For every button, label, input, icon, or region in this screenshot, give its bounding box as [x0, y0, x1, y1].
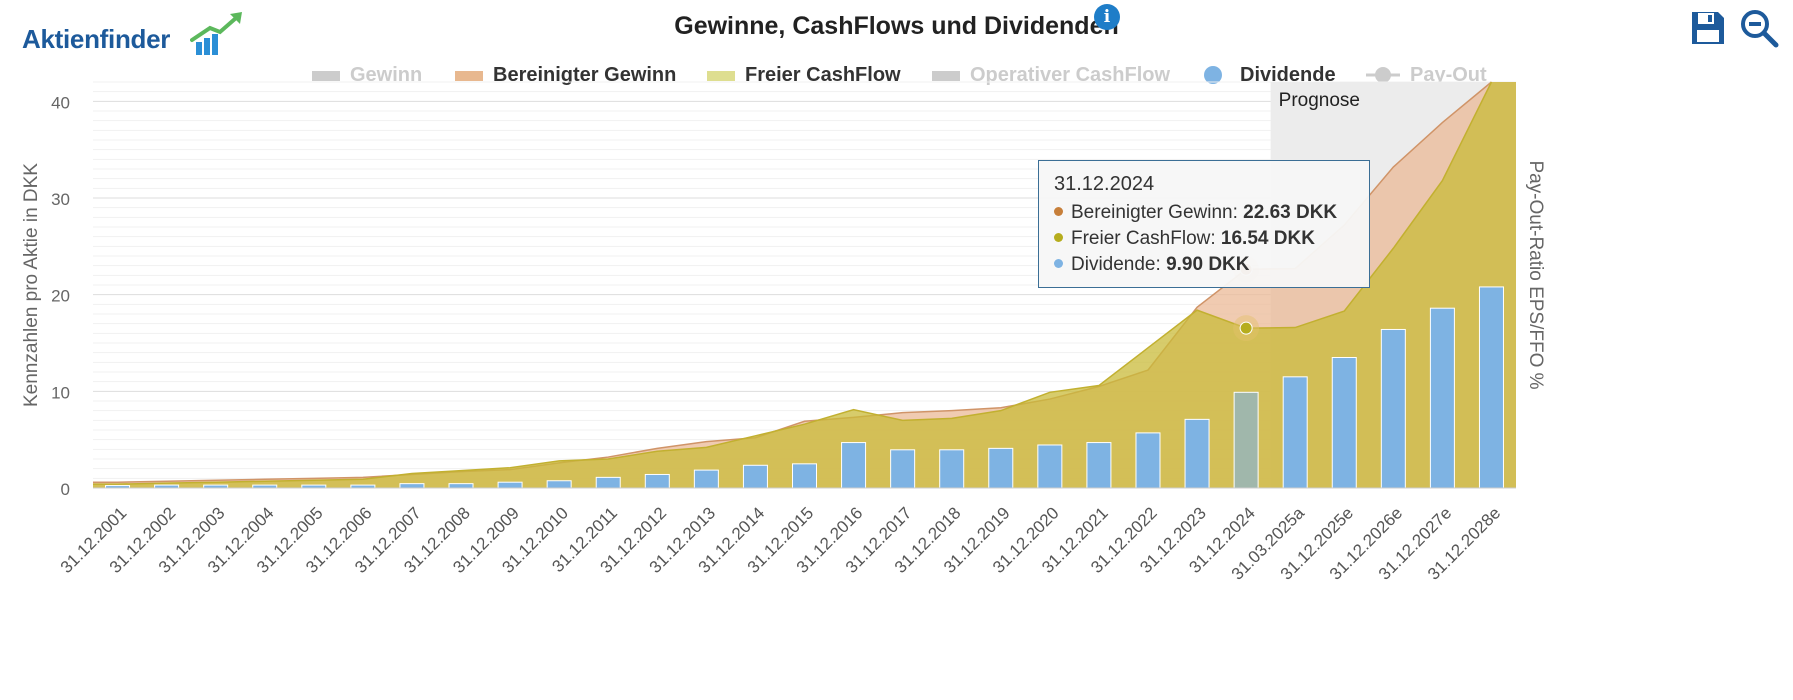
legend-circle-icon — [1204, 66, 1222, 84]
y-tick-label: 20 — [51, 287, 70, 306]
forecast-label: Prognose — [1279, 90, 1360, 111]
save-icon[interactable] — [1688, 8, 1728, 48]
dividend-bar — [988, 447, 1014, 489]
line-freier-cashflow — [93, 81, 1493, 485]
tooltip-date: 31.12.2024 — [1054, 173, 1155, 195]
y-axis-title: Kennzahlen pro Aktie in DKK — [21, 163, 42, 407]
y-tick-label: 30 — [51, 190, 70, 209]
legend-line-dot-icon — [1366, 67, 1400, 83]
dividend-bar — [1135, 432, 1161, 489]
dividend-bar — [595, 476, 621, 489]
area-freier-cashflow — [93, 82, 1516, 488]
chart-tooltip: 31.12.2024 Bereinigter Gewinn: 22.63 DKK… — [1038, 160, 1370, 288]
y-tick-label: 0 — [61, 480, 70, 499]
y-tick-label: 40 — [51, 93, 70, 112]
dividend-bars — [105, 286, 1504, 489]
legend-rect-icon — [312, 71, 340, 81]
dividend-bar — [644, 473, 670, 489]
logo-chart-icon — [190, 12, 242, 55]
zoom-out-icon[interactable] — [1739, 8, 1779, 48]
info-icon[interactable]: i — [1094, 4, 1120, 30]
dividend-bar — [448, 483, 474, 489]
dividend-bar — [1086, 442, 1112, 489]
legend-rect-icon — [455, 71, 483, 81]
legend-rect-icon — [707, 71, 735, 81]
dividend-bar — [1331, 357, 1357, 489]
legend-rect-icon — [932, 71, 960, 81]
dividend-bar — [1282, 376, 1308, 489]
y-tick-label: 10 — [51, 383, 70, 402]
dividend-bar — [693, 469, 719, 489]
y-axis-title-right: Pay-Out-Ratio EPS/FFO % — [1525, 160, 1546, 389]
chart-title: Gewinne, CashFlows und Dividenden — [674, 12, 1119, 40]
tooltip-dot-icon — [1054, 233, 1063, 242]
dividend-bar — [546, 480, 572, 489]
hover-point-freier-cashflow — [1239, 321, 1253, 335]
dividend-bar — [1184, 418, 1210, 489]
dividend-bar — [1478, 286, 1504, 489]
dividend-bar — [1037, 444, 1063, 489]
dividend-bar — [939, 449, 965, 489]
dividend-bar — [497, 481, 523, 489]
tooltip-row-dividend: Dividende: 9.90 DKK — [1054, 252, 1354, 278]
dividend-bar — [742, 464, 768, 489]
tooltip-row-free-cashflow: Freier CashFlow: 16.54 DKK — [1054, 226, 1354, 252]
dividend-bar — [1380, 328, 1406, 489]
chart-legend: Gewinn Bereinigter Gewinn Freier CashFlo… — [0, 60, 1793, 90]
dividend-bar — [890, 449, 916, 489]
dividend-bar — [841, 442, 867, 489]
dividend-bar — [1429, 307, 1455, 489]
logo-text: Aktienfinder — [22, 24, 171, 54]
dividend-bar — [792, 463, 817, 489]
aktienfinder-logo[interactable]: Aktienfinder — [22, 10, 262, 60]
tooltip-dot-icon — [1054, 207, 1063, 216]
tooltip-row-adjusted-earnings: Bereinigter Gewinn: 22.63 DKK — [1054, 200, 1354, 226]
dividend-bar — [399, 483, 425, 489]
tooltip-dot-icon — [1054, 259, 1063, 268]
dividend-bar — [1233, 391, 1259, 489]
